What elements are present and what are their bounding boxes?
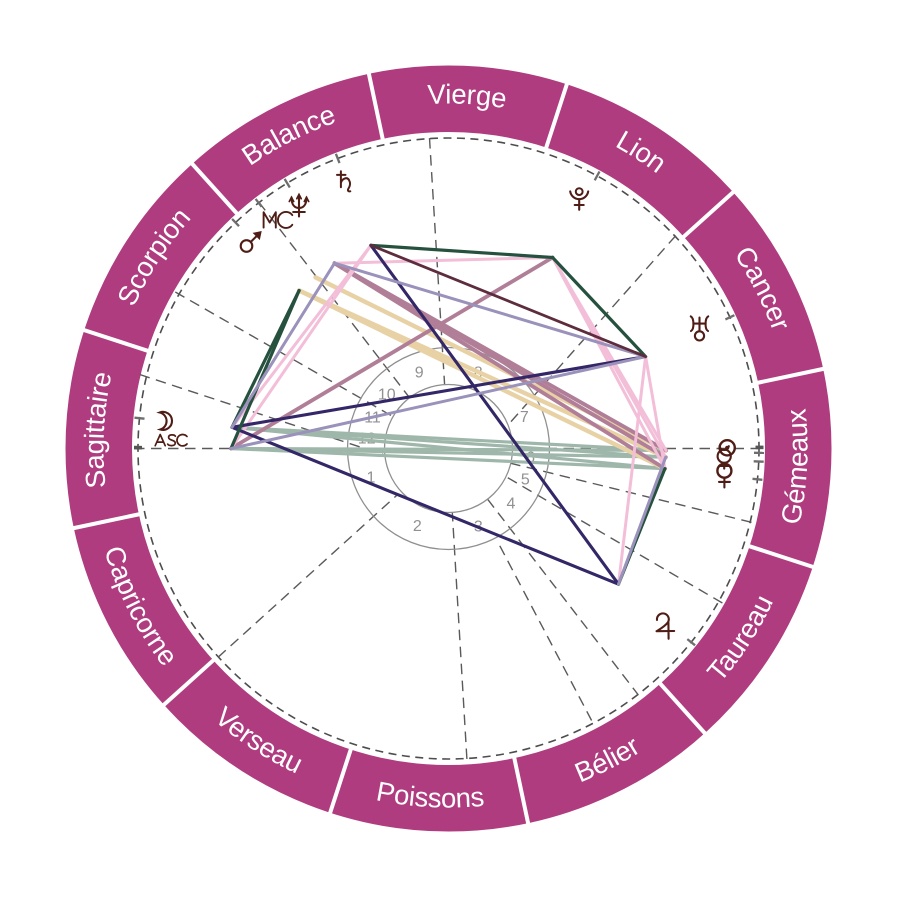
svg-text:7: 7 xyxy=(520,409,529,426)
svg-text:9: 9 xyxy=(415,364,424,381)
svg-text:6: 6 xyxy=(526,450,535,467)
svg-text:2: 2 xyxy=(413,518,422,535)
svg-text:Vierge: Vierge xyxy=(427,78,509,114)
svg-text:1: 1 xyxy=(367,470,376,487)
svg-text:4: 4 xyxy=(506,496,515,513)
svg-text:5: 5 xyxy=(521,472,530,489)
